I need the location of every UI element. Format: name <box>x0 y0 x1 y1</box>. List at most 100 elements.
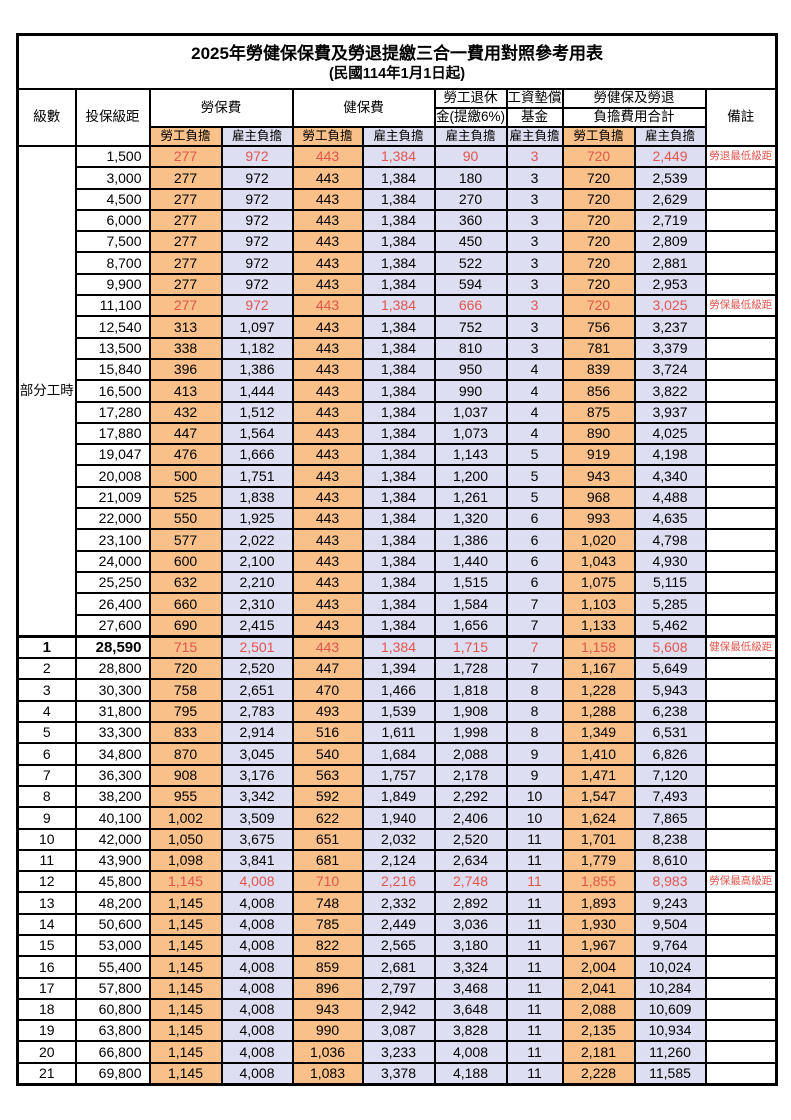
cell-health-er: 1,384 <box>361 315 436 339</box>
cell-bracket: 26,400 <box>74 592 151 616</box>
cell-fund-er: 11 <box>505 976 564 1000</box>
cell-pension-er: 3,468 <box>433 976 508 1000</box>
table-row: 1 28,590 715 2,501 443 1,384 1,715 7 1,158 5,608 健… <box>16 634 778 660</box>
cell-remark: 勞保最高級距 <box>704 870 778 894</box>
cell-pension-er: 450 <box>433 230 508 254</box>
cell-labor-er: 2,501 <box>220 634 294 660</box>
cell-total-er: 5,649 <box>633 657 707 681</box>
table-row: 25,250 632 2,210 443 1,384 1,515 6 1,075 5,115 <box>18 570 778 595</box>
table-row: 11 43,900 1,098 3,841 681 2,124 2,634 11 1,779 8,… <box>16 848 778 873</box>
cell-bracket: 4,500 <box>74 187 151 211</box>
cell-total-er: 8,238 <box>633 827 707 851</box>
cell-bracket: 60,800 <box>74 997 151 1022</box>
cell-health-er: 3,378 <box>361 1061 436 1086</box>
table-row: 22,000 550 1,925 443 1,384 1,320 6 993 4,635 <box>18 507 778 531</box>
cell-bracket: 9,900 <box>74 272 151 297</box>
cell-labor-emp: 432 <box>148 400 223 424</box>
cell-total-emp: 720 <box>561 144 636 169</box>
cell-fund-er: 7 <box>505 657 564 681</box>
cell-health-er: 1,757 <box>361 763 436 787</box>
cell-pension-er: 522 <box>433 251 508 275</box>
cell-total-emp: 839 <box>561 357 636 382</box>
cell-bracket: 22,000 <box>74 507 151 531</box>
cell-remark <box>704 208 778 233</box>
cell-total-er: 2,449 <box>633 144 707 169</box>
cell-health-emp: 443 <box>291 315 364 339</box>
col-header-total-line2: 負擔費用合計 <box>561 107 707 128</box>
cell-health-er: 1,384 <box>361 507 436 531</box>
cell-remark <box>704 272 778 297</box>
cell-fund-er: 11 <box>505 933 564 958</box>
col-header-wage-fund-line1: 工資墊償 <box>505 88 564 109</box>
table-row: 19,047 476 1,666 443 1,384 1,143 5 919 4,198 <box>18 443 778 467</box>
cell-level: 10 <box>16 827 77 851</box>
cell-labor-emp: 833 <box>148 721 223 745</box>
cell-total-emp: 993 <box>561 507 636 531</box>
cell-health-emp: 443 <box>291 528 364 552</box>
cell-labor-emp: 1,145 <box>148 891 223 915</box>
table-row: 26,400 660 2,310 443 1,384 1,584 7 1,103 5,285 <box>18 592 778 616</box>
cell-total-emp: 875 <box>561 400 636 424</box>
cell-health-er: 1,384 <box>361 208 436 233</box>
cell-health-er: 2,681 <box>361 955 436 979</box>
cell-remark <box>704 485 778 510</box>
cell-health-er: 1,940 <box>361 806 436 830</box>
cell-fund-er: 6 <box>505 549 564 573</box>
cell-bracket: 53,000 <box>74 933 151 958</box>
cell-labor-er: 2,415 <box>220 613 294 638</box>
table-row: 2 28,800 720 2,520 447 1,394 1,728 7 1,167 5,649 <box>16 657 778 681</box>
cell-labor-emp: 277 <box>148 294 223 318</box>
cell-pension-er: 3,180 <box>433 933 508 958</box>
cell-total-er: 5,943 <box>633 678 707 702</box>
cell-labor-emp: 955 <box>148 784 223 809</box>
cell-bracket: 57,800 <box>74 976 151 1000</box>
cell-remark <box>704 1040 778 1064</box>
cell-health-er: 1,684 <box>361 742 436 766</box>
cell-level: 1 <box>16 634 77 660</box>
cell-fund-er: 8 <box>505 721 564 745</box>
cell-health-er: 1,384 <box>361 166 436 190</box>
cell-bracket: 42,000 <box>74 827 151 851</box>
cell-pension-er: 1,386 <box>433 528 508 552</box>
cell-level: 14 <box>16 912 77 936</box>
cell-labor-er: 4,008 <box>220 955 294 979</box>
cell-labor-er: 2,210 <box>220 570 294 595</box>
cell-level: 3 <box>16 678 77 702</box>
cell-remark <box>704 507 778 531</box>
cell-total-er: 7,120 <box>633 763 707 787</box>
cell-total-emp: 1,133 <box>561 613 636 638</box>
cell-bracket: 30,300 <box>74 678 151 702</box>
cell-remark <box>704 549 778 573</box>
table-row: 20 66,800 1,145 4,008 1,036 3,233 4,008 11 2,181… <box>16 1040 778 1064</box>
cell-total-emp: 1,167 <box>561 657 636 681</box>
cell-fund-er: 3 <box>505 187 564 211</box>
cell-total-emp: 1,701 <box>561 827 636 851</box>
cell-pension-er: 2,520 <box>433 827 508 851</box>
cell-fund-er: 11 <box>505 997 564 1022</box>
cell-total-er: 7,493 <box>633 784 707 809</box>
cell-fund-er: 3 <box>505 251 564 275</box>
cell-labor-er: 1,838 <box>220 485 294 510</box>
cell-total-er: 4,930 <box>633 549 707 573</box>
title-block: 2025年勞健保保費及勞退提繳三合一費用對照參考用表 (民國114年1月1日起) <box>16 33 778 90</box>
table-row: 4,500 277 972 443 1,384 270 3 720 2,629 <box>18 187 778 211</box>
cell-health-er: 2,942 <box>361 997 436 1022</box>
cell-remark <box>704 955 778 979</box>
cell-total-emp: 720 <box>561 208 636 233</box>
cell-bracket: 43,900 <box>74 848 151 873</box>
cell-total-er: 4,198 <box>633 443 707 467</box>
cell-remark <box>704 763 778 787</box>
table-row: 5 33,300 833 2,914 516 1,611 1,998 8 1,349 6,531 <box>16 721 778 745</box>
cell-remark <box>704 657 778 681</box>
cell-health-er: 1,384 <box>361 144 436 169</box>
cell-bracket: 21,009 <box>74 485 151 510</box>
cell-pension-er: 810 <box>433 336 508 360</box>
cell-fund-er: 11 <box>505 955 564 979</box>
cell-labor-emp: 632 <box>148 570 223 595</box>
cell-total-emp: 1,043 <box>561 549 636 573</box>
cell-labor-er: 972 <box>220 166 294 190</box>
cell-labor-er: 4,008 <box>220 891 294 915</box>
cell-pension-er: 3,036 <box>433 912 508 936</box>
cell-remark <box>704 570 778 595</box>
cell-health-emp: 785 <box>291 912 364 936</box>
